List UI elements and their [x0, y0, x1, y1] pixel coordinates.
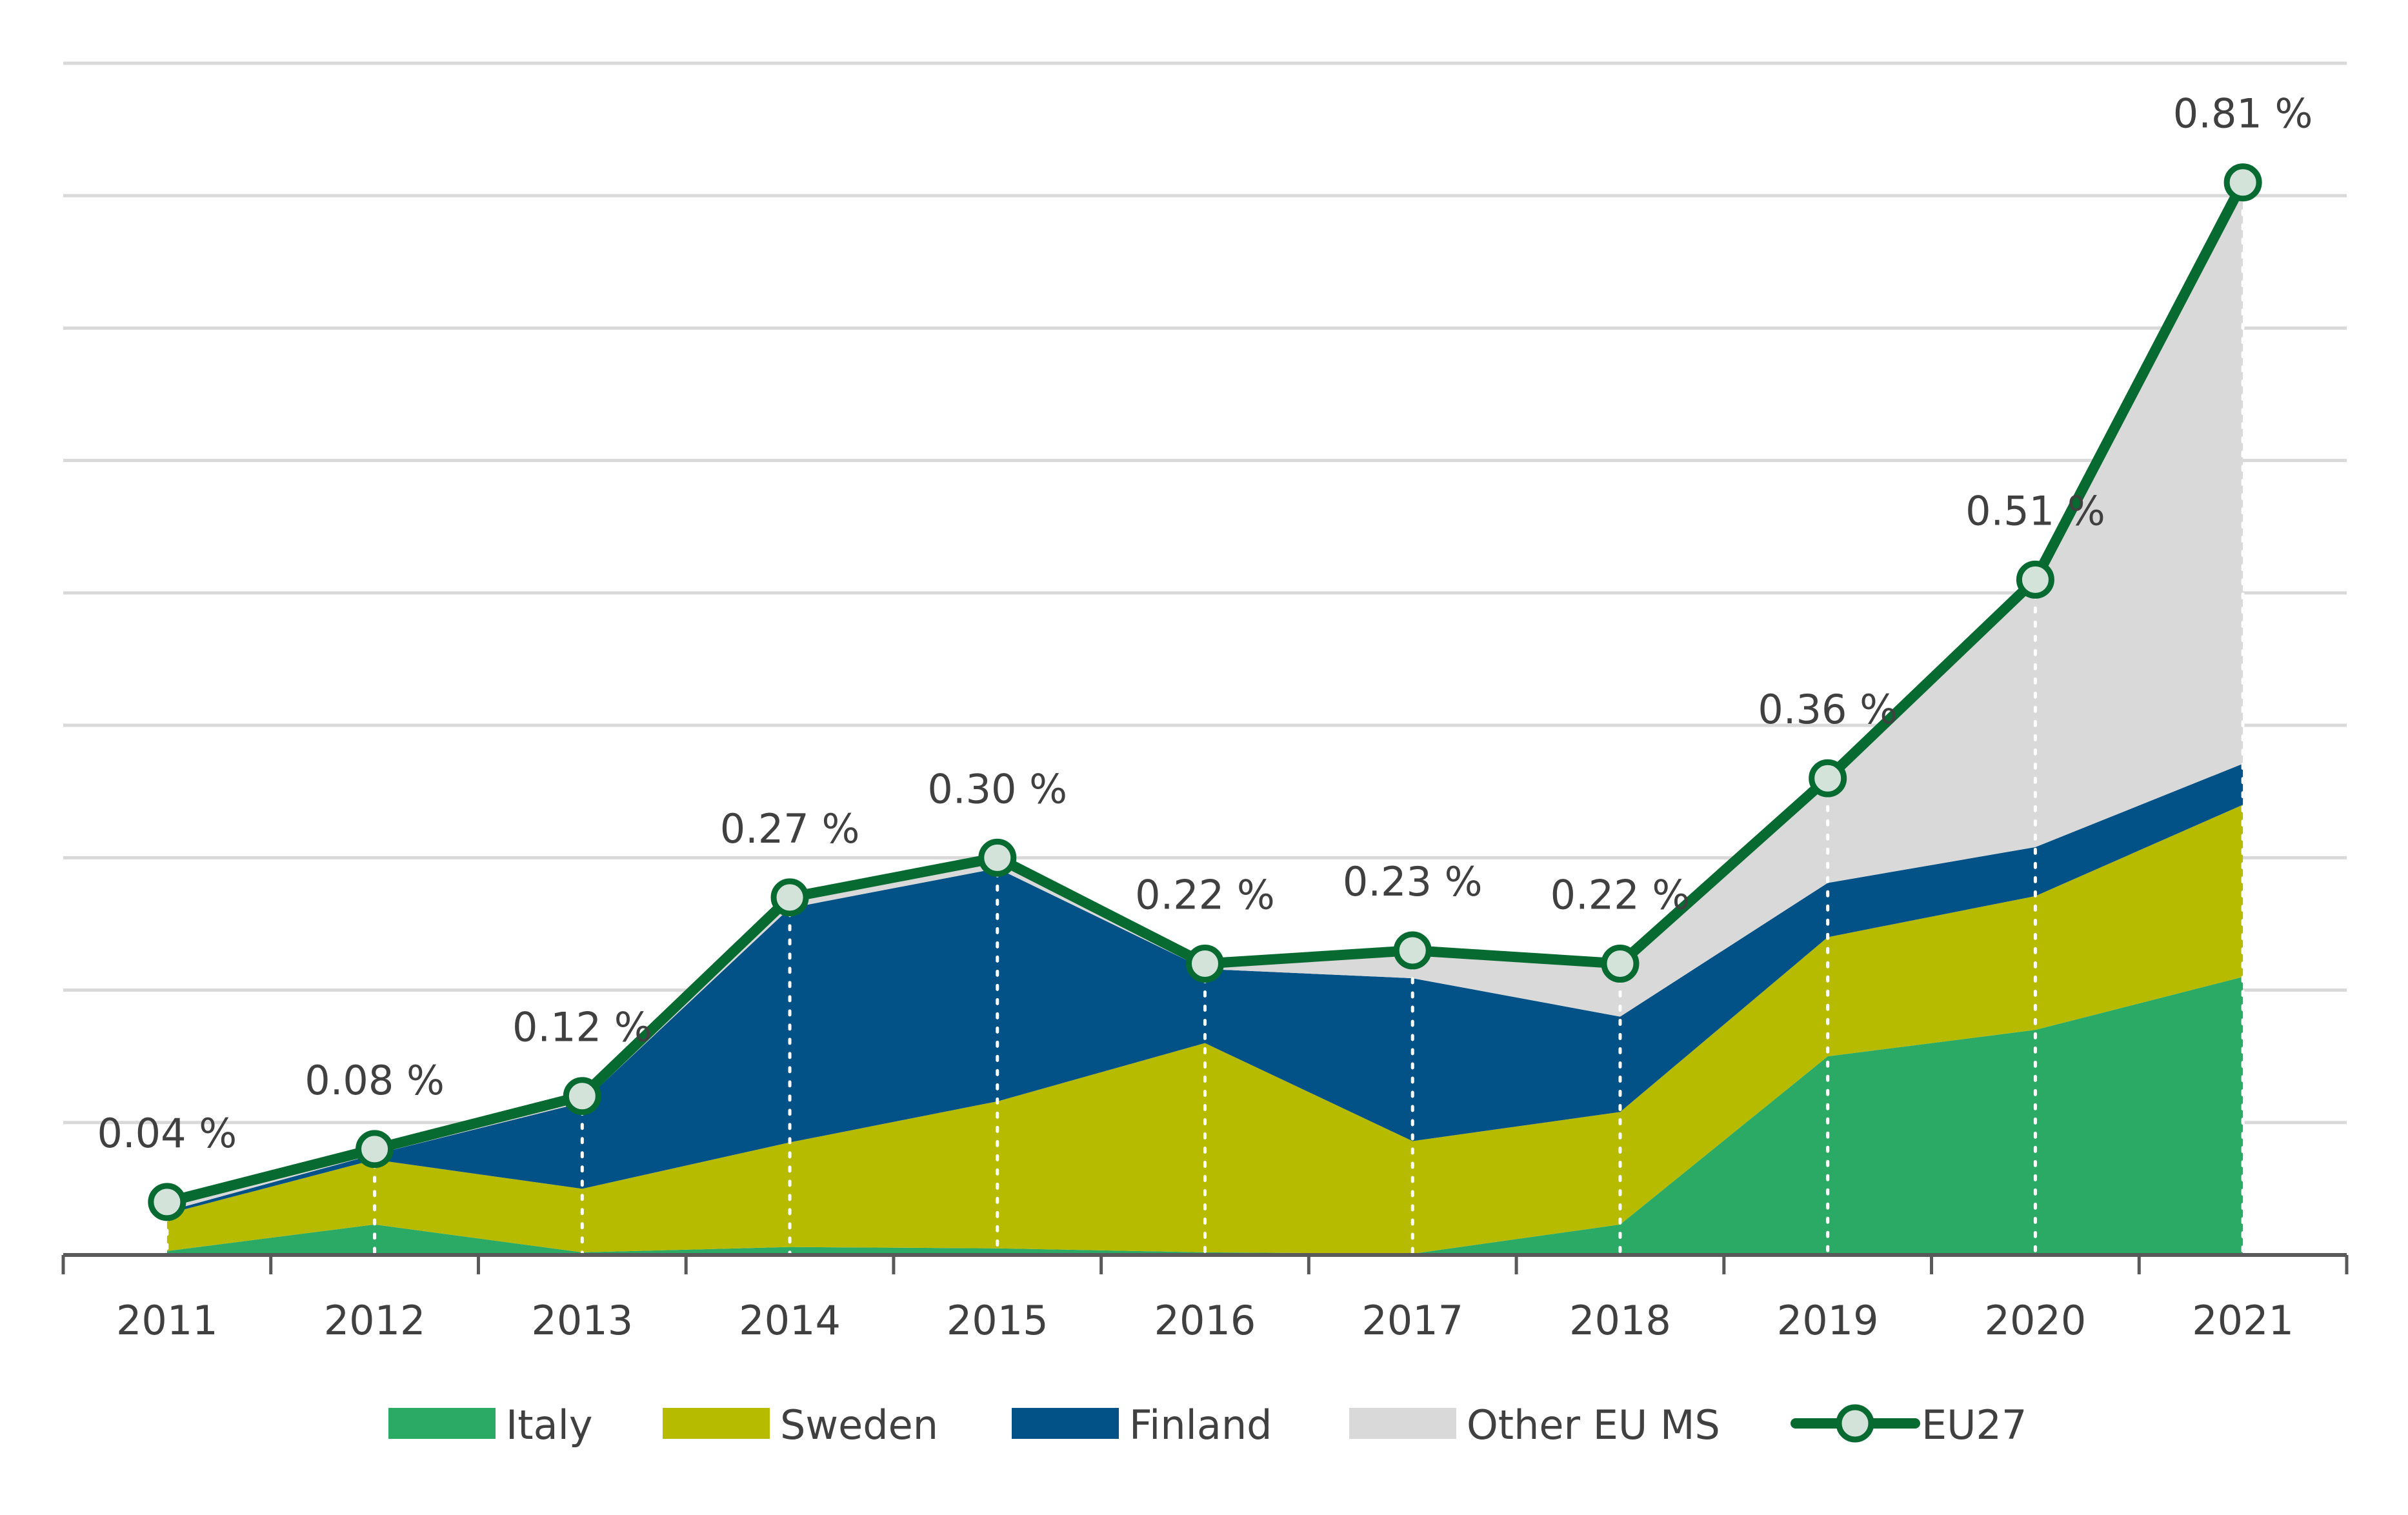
- eu27-marker: [2016, 560, 2054, 599]
- legend-item-italy: Italy: [388, 1401, 593, 1449]
- legend-label: EU27: [1921, 1401, 2027, 1449]
- legend-swatch: [1349, 1408, 1456, 1439]
- legend-label: Finland: [1129, 1401, 1272, 1449]
- eu27-marker: [770, 878, 809, 917]
- data-label: 0.30 %: [927, 765, 1067, 812]
- data-label: 0.81 %: [2173, 90, 2313, 137]
- data-label: 0.08 %: [305, 1057, 445, 1104]
- area-finland: [166, 763, 2243, 1214]
- legend-label: Sweden: [780, 1401, 938, 1449]
- x-tick-label: 2020: [1985, 1297, 2087, 1344]
- data-label: 0.51 %: [1965, 487, 2105, 534]
- x-axis: [61, 1253, 2349, 1274]
- legend-item-eu27: EU27: [1791, 1401, 2027, 1449]
- x-tick-labels: 2011 2012 2013 2014 2015 2016 2017 2018 2019 2020…: [116, 1297, 2294, 1344]
- legend-item-sweden: Sweden: [663, 1401, 938, 1449]
- area-italy: [166, 977, 2243, 1255]
- x-tick-label: 2017: [1361, 1297, 1463, 1344]
- x-tick-label: 2019: [1777, 1297, 1879, 1344]
- eu27-marker: [2223, 163, 2262, 202]
- data-label: 0.27 %: [720, 805, 860, 852]
- data-labels: 0.04 % 0.08 % 0.12 % 0.27 % 0.30 % 0.22 % 0.23…: [97, 90, 2313, 1157]
- legend: Italy Sweden Finland Other EU MS EU27: [388, 1401, 2027, 1449]
- eu27-marker: [1393, 931, 1432, 970]
- eu27-marker: [978, 838, 1017, 877]
- x-tick-label: 2015: [947, 1297, 1048, 1344]
- x-tick-label: 2016: [1154, 1297, 1256, 1344]
- data-label: 0.22 %: [1135, 872, 1275, 919]
- x-tick-label: 2011: [116, 1297, 218, 1344]
- data-label: 0.12 %: [512, 1004, 652, 1051]
- x-tick-label: 2021: [2192, 1297, 2294, 1344]
- eu27-marker: [1186, 945, 1224, 983]
- gridlines: [63, 61, 2347, 1125]
- x-tick-label: 2012: [324, 1297, 426, 1344]
- eu27-line-series: [148, 163, 2262, 1221]
- legend-label: Other EU MS: [1467, 1401, 1720, 1449]
- x-tick-label: 2018: [1569, 1297, 1671, 1344]
- legend-swatch: [663, 1408, 770, 1439]
- data-label: 0.23 %: [1343, 858, 1483, 905]
- x-tick-label: 2013: [531, 1297, 633, 1344]
- eu27-marker: [563, 1077, 601, 1116]
- data-label: 0.22 %: [1550, 872, 1691, 919]
- drop-lines: [165, 181, 2245, 1257]
- eu27-marker: [1601, 945, 1640, 983]
- data-label: 0.36 %: [1758, 686, 1898, 733]
- eu27-marker: [356, 1130, 394, 1169]
- x-tick-label: 2014: [739, 1297, 841, 1344]
- legend-label: Italy: [506, 1401, 593, 1449]
- legend-item-finland: Finland: [1012, 1401, 1272, 1449]
- legend-swatch: [1012, 1408, 1119, 1439]
- eu27-marker: [1809, 759, 1847, 798]
- data-label: 0.04 %: [97, 1110, 237, 1157]
- legend-marker-icon: [1836, 1404, 1874, 1443]
- legend-item-other-eu-ms: Other EU MS: [1349, 1401, 1720, 1449]
- legend-swatch: [388, 1408, 496, 1439]
- eu27-marker: [148, 1183, 186, 1221]
